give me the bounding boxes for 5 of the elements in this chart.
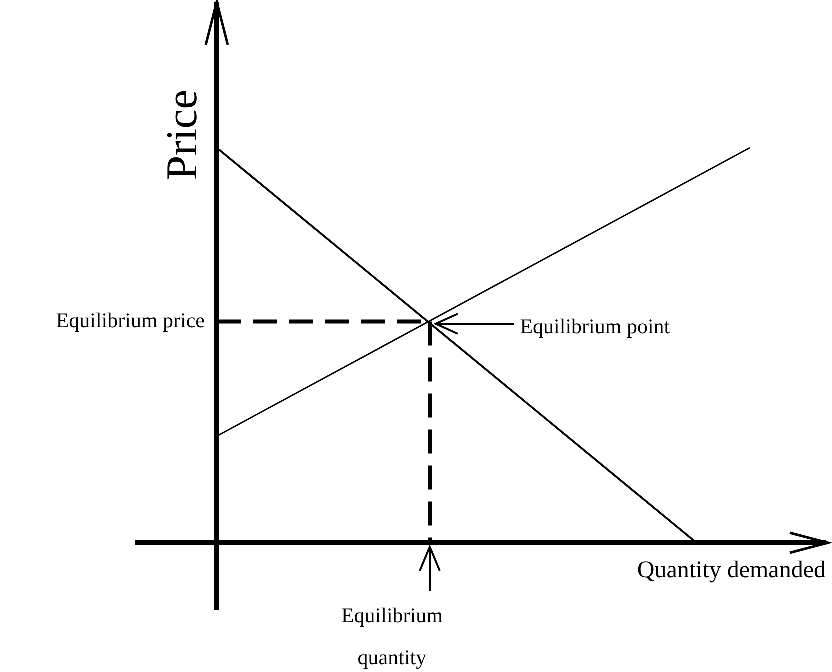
annotation: Equilibrium price: [56, 308, 205, 332]
x-axis-title: Quantity demanded: [637, 557, 826, 584]
y-axis-title: Price: [158, 90, 207, 180]
text: Equilibrium quantity: [341, 604, 443, 670]
annotation: Equilibrium point: [520, 314, 670, 338]
